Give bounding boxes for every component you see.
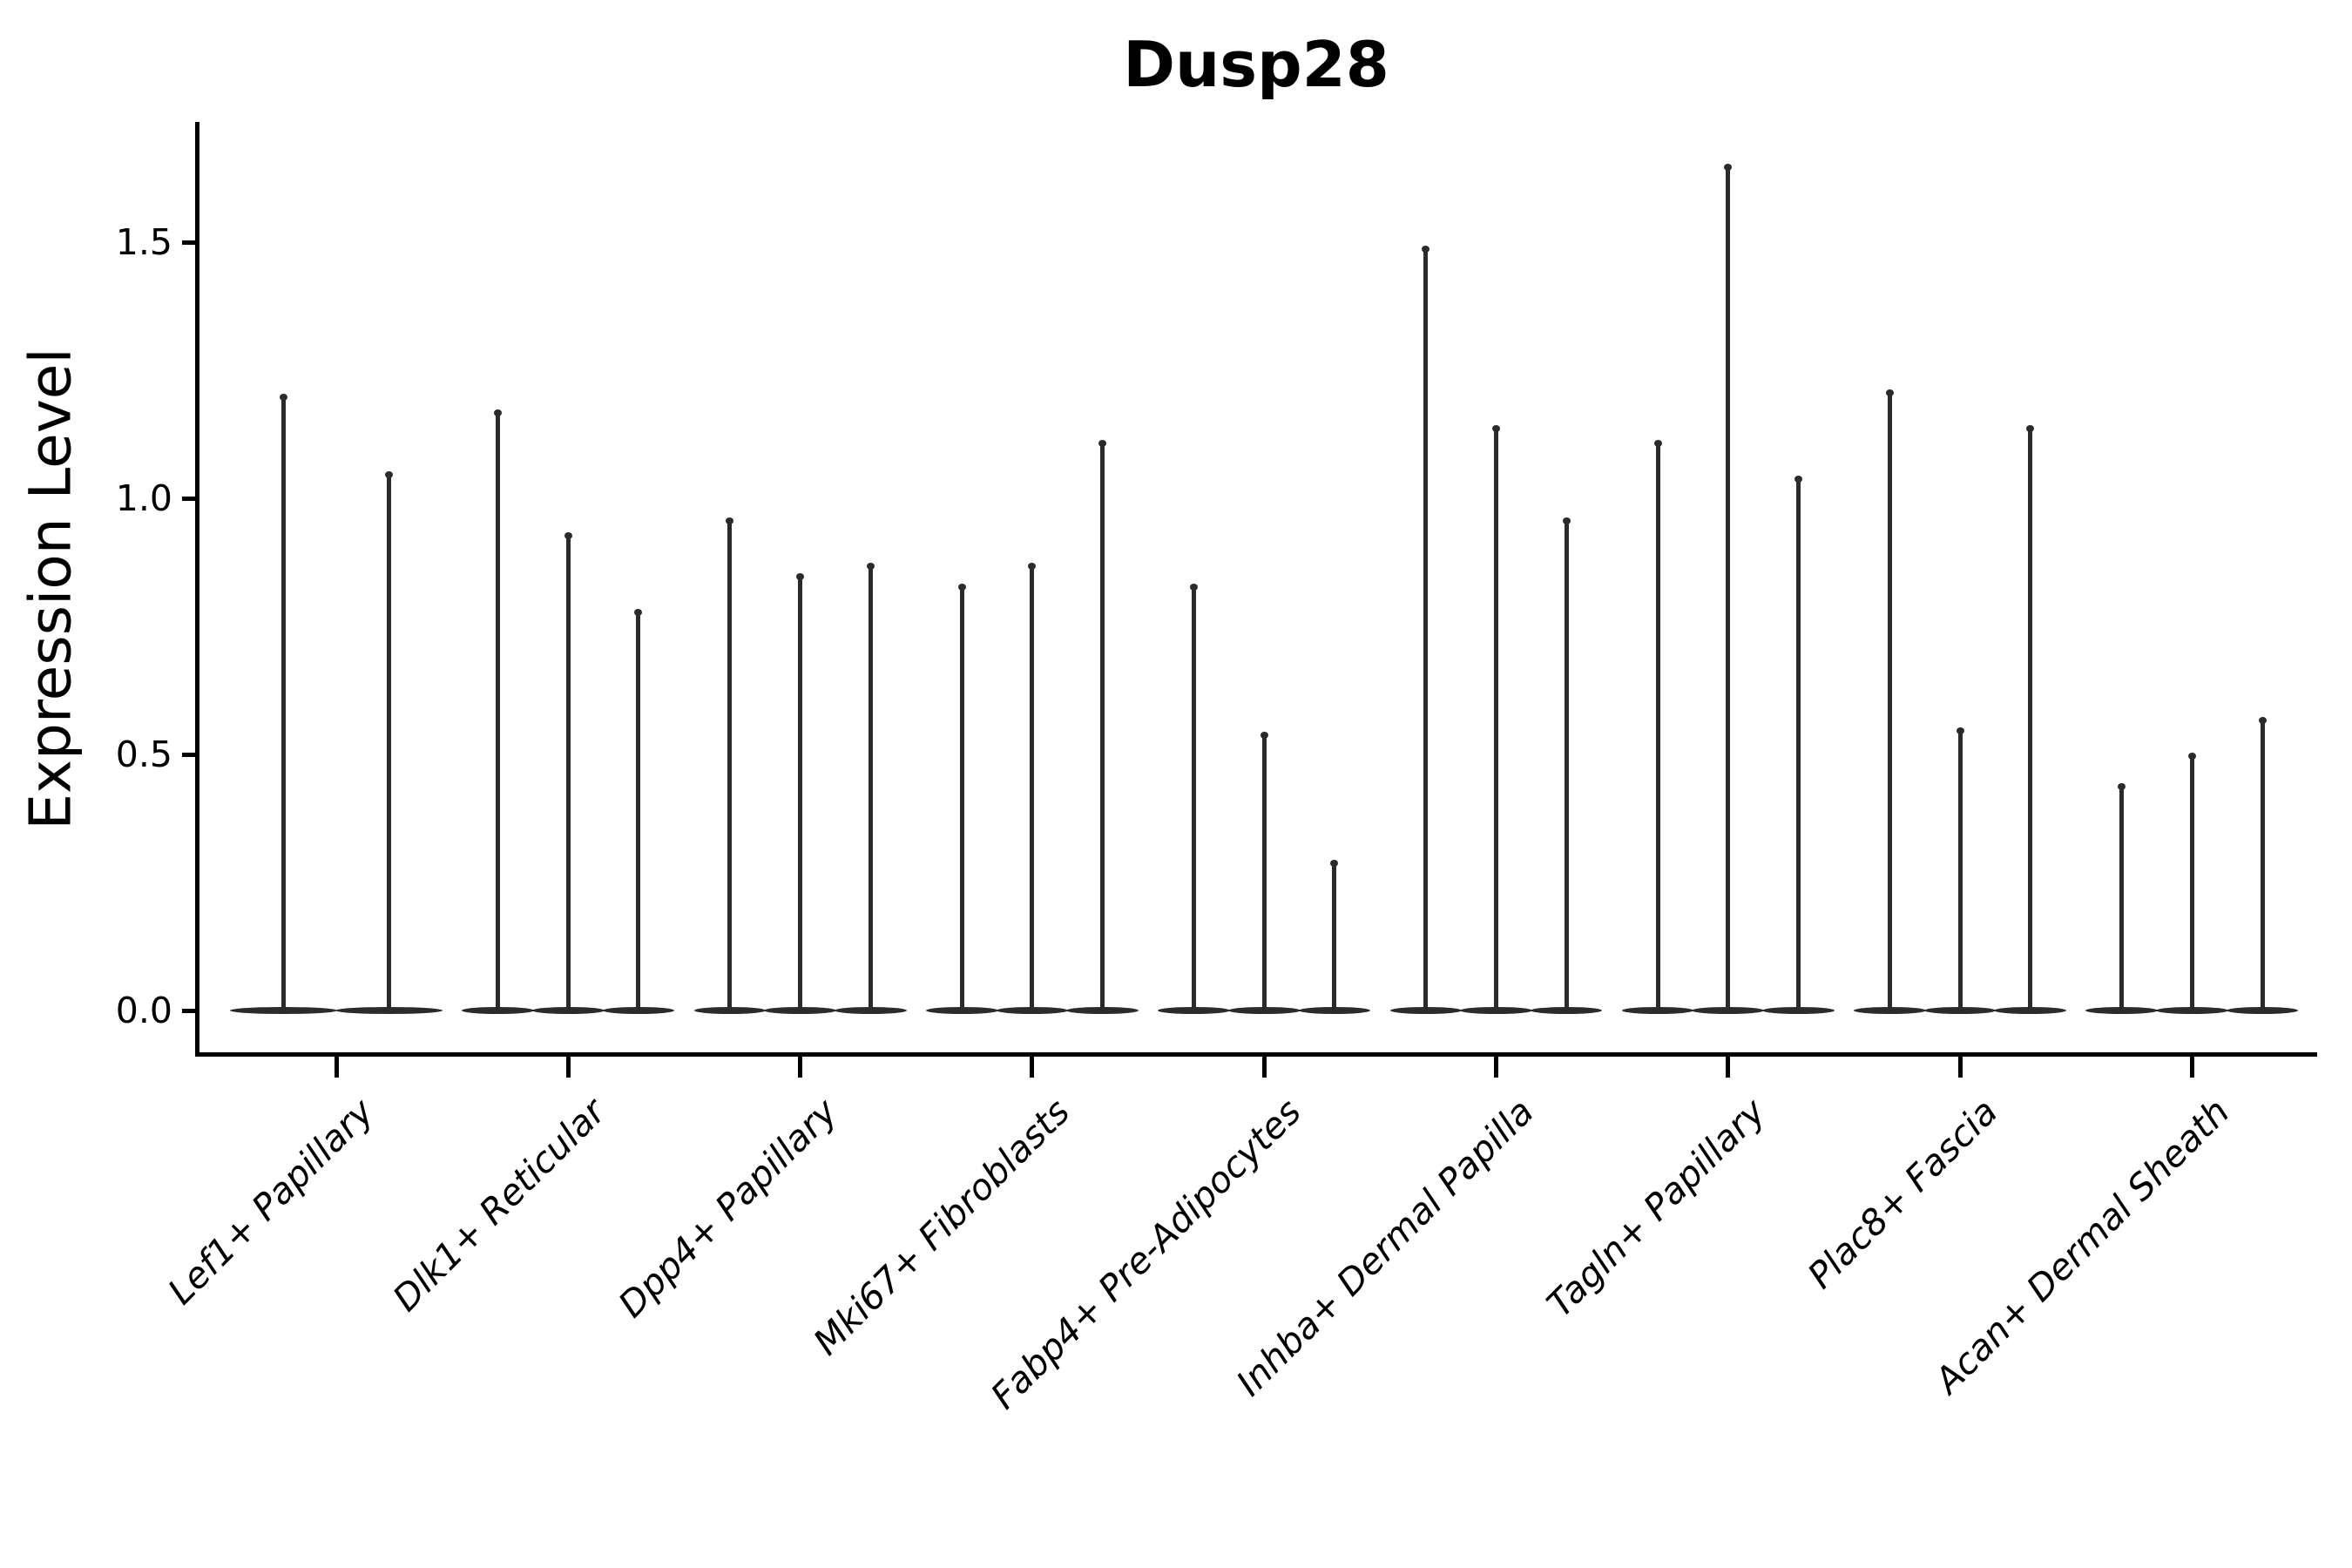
violin-density-spike xyxy=(1494,426,1498,1012)
y-tick-label: 1.5 xyxy=(115,221,172,263)
violin-spike-cap xyxy=(1260,732,1268,740)
y-tick-mark xyxy=(182,752,195,757)
y-tick-label: 0.0 xyxy=(115,990,172,1031)
violin-density-spike xyxy=(1957,728,1963,1012)
x-tick-label: Plac8+ Fascia xyxy=(1799,1091,2006,1297)
violin-spike-cap xyxy=(1492,424,1500,432)
violin-spike-cap xyxy=(1562,517,1571,524)
x-tick-mark xyxy=(1030,1056,1035,1078)
violin-density-spike xyxy=(1887,390,1892,1012)
x-axis-spine xyxy=(195,1052,2317,1057)
x-tick-label: Dpp4+ Papillary xyxy=(610,1091,846,1326)
violin-spike-cap xyxy=(385,470,393,478)
violin-spike-cap xyxy=(634,609,643,617)
violin-density-spike xyxy=(798,575,803,1012)
x-tick-mark xyxy=(2189,1056,2194,1078)
violin-density-spike xyxy=(496,411,501,1012)
violin-spike-cap xyxy=(796,573,805,581)
violin-density-spike xyxy=(1564,518,1569,1012)
violin-spike-cap xyxy=(1794,476,1802,483)
violin-density-spike xyxy=(1030,564,1035,1012)
violin-spike-cap xyxy=(2258,716,2267,724)
y-axis-label: Expression Level xyxy=(17,348,84,830)
x-tick-label: Mki67+ Fibroblasts xyxy=(805,1091,1078,1363)
violin-density-spike xyxy=(565,534,571,1012)
x-tick-label: Dlk1+ Reticular xyxy=(384,1091,614,1320)
violin-density-spike xyxy=(387,472,391,1012)
violin-spike-cap xyxy=(2187,753,2196,760)
x-tick-mark xyxy=(798,1056,803,1078)
violin-spike-cap xyxy=(866,563,875,571)
y-tick-mark xyxy=(182,240,195,245)
violin-density-spike xyxy=(1726,165,1731,1012)
violin-spike-cap xyxy=(726,517,734,524)
violin-spike-cap xyxy=(957,583,966,591)
x-tick-mark xyxy=(565,1056,571,1078)
violin-density-spike xyxy=(281,395,286,1012)
violin-spike-cap xyxy=(1028,563,1037,571)
violin-spike-cap xyxy=(1190,583,1199,591)
violin-density-spike xyxy=(1332,862,1337,1012)
violin-spike-cap xyxy=(280,394,287,402)
violin-density-spike xyxy=(2189,754,2194,1012)
x-tick-label: Tagln+ Papillary xyxy=(1538,1091,1774,1326)
violin-density-spike xyxy=(2028,426,2033,1012)
x-tick-mark xyxy=(334,1056,339,1078)
violin-density-spike xyxy=(2119,785,2125,1012)
x-tick-mark xyxy=(1957,1056,1963,1078)
violin-density-spike xyxy=(1100,442,1105,1012)
violin-density-spike xyxy=(1795,477,1801,1012)
violin-density-spike xyxy=(2260,718,2265,1012)
y-tick-mark xyxy=(182,1008,195,1013)
chart-title: Dusp28 xyxy=(1123,28,1389,101)
violin-spike-cap xyxy=(2026,424,2035,432)
violin-density-spike xyxy=(868,564,873,1012)
violin-spike-cap xyxy=(1330,860,1339,868)
violin-spike-cap xyxy=(564,532,572,540)
violin-spike-cap xyxy=(1098,440,1107,448)
y-tick-mark xyxy=(182,496,195,501)
violin-spike-cap xyxy=(2118,783,2126,791)
violin-density-spike xyxy=(1192,585,1197,1012)
violin-density-spike xyxy=(1423,247,1429,1012)
violin-spike-cap xyxy=(1885,389,1894,396)
x-tick-mark xyxy=(1261,1056,1267,1078)
violin-density-spike xyxy=(1261,733,1267,1012)
x-tick-mark xyxy=(1494,1056,1498,1078)
x-tick-mark xyxy=(1726,1056,1731,1078)
violin-density-spike xyxy=(1655,442,1660,1012)
violin-spike-cap xyxy=(1653,440,1662,448)
x-tick-label: Lef1+ Papillary xyxy=(159,1091,382,1313)
violin-spike-cap xyxy=(1724,163,1733,171)
violin-density-spike xyxy=(636,611,641,1012)
y-tick-label: 1.0 xyxy=(115,477,172,519)
violin-density-spike xyxy=(959,585,964,1012)
violin-spike-cap xyxy=(1956,727,1964,734)
y-axis-spine xyxy=(195,122,199,1056)
violin-spike-cap xyxy=(494,409,503,417)
y-tick-label: 0.5 xyxy=(115,733,172,775)
violin-spike-cap xyxy=(1422,245,1430,253)
violin-density-spike xyxy=(727,518,733,1012)
